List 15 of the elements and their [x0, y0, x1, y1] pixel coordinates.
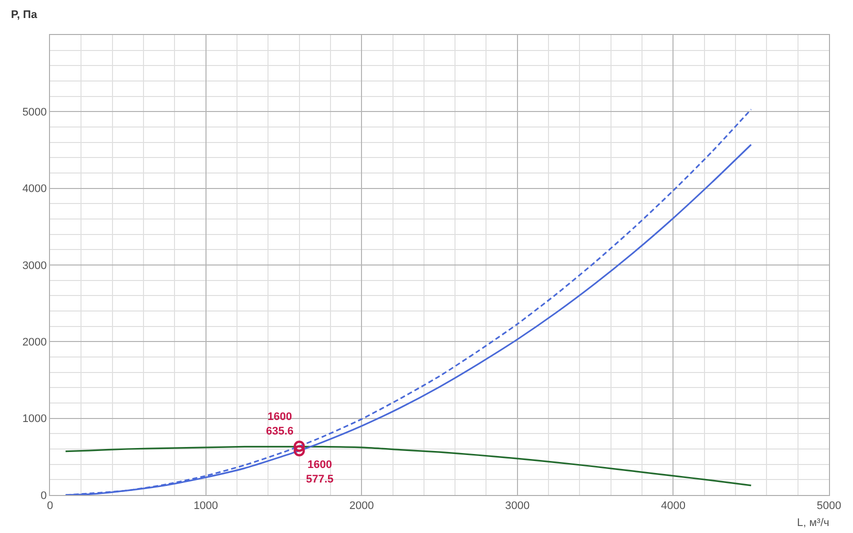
y-tick-label: 3000 — [22, 260, 47, 272]
x-tick-label: 1000 — [194, 500, 218, 512]
y-tick-label: 4000 — [22, 183, 47, 196]
x-tick-label: 3000 — [505, 500, 530, 512]
y-tick-label: 2000 — [22, 336, 47, 349]
x-axis-title: L, м³/ч — [797, 517, 830, 529]
annotation: 1600 635.6 — [266, 411, 294, 438]
y-tick-label: 0 — [40, 490, 47, 502]
x-tick-label: 2000 — [349, 500, 374, 512]
y-tick-label: 1000 — [22, 413, 47, 426]
y-axis-title: P, Па — [11, 9, 38, 21]
annotation: 1600 577.5 — [306, 459, 334, 486]
x-tick-label: 5000 — [816, 500, 842, 512]
y-tick-label: 5000 — [22, 106, 47, 119]
x-tick-label: 4000 — [660, 500, 686, 512]
